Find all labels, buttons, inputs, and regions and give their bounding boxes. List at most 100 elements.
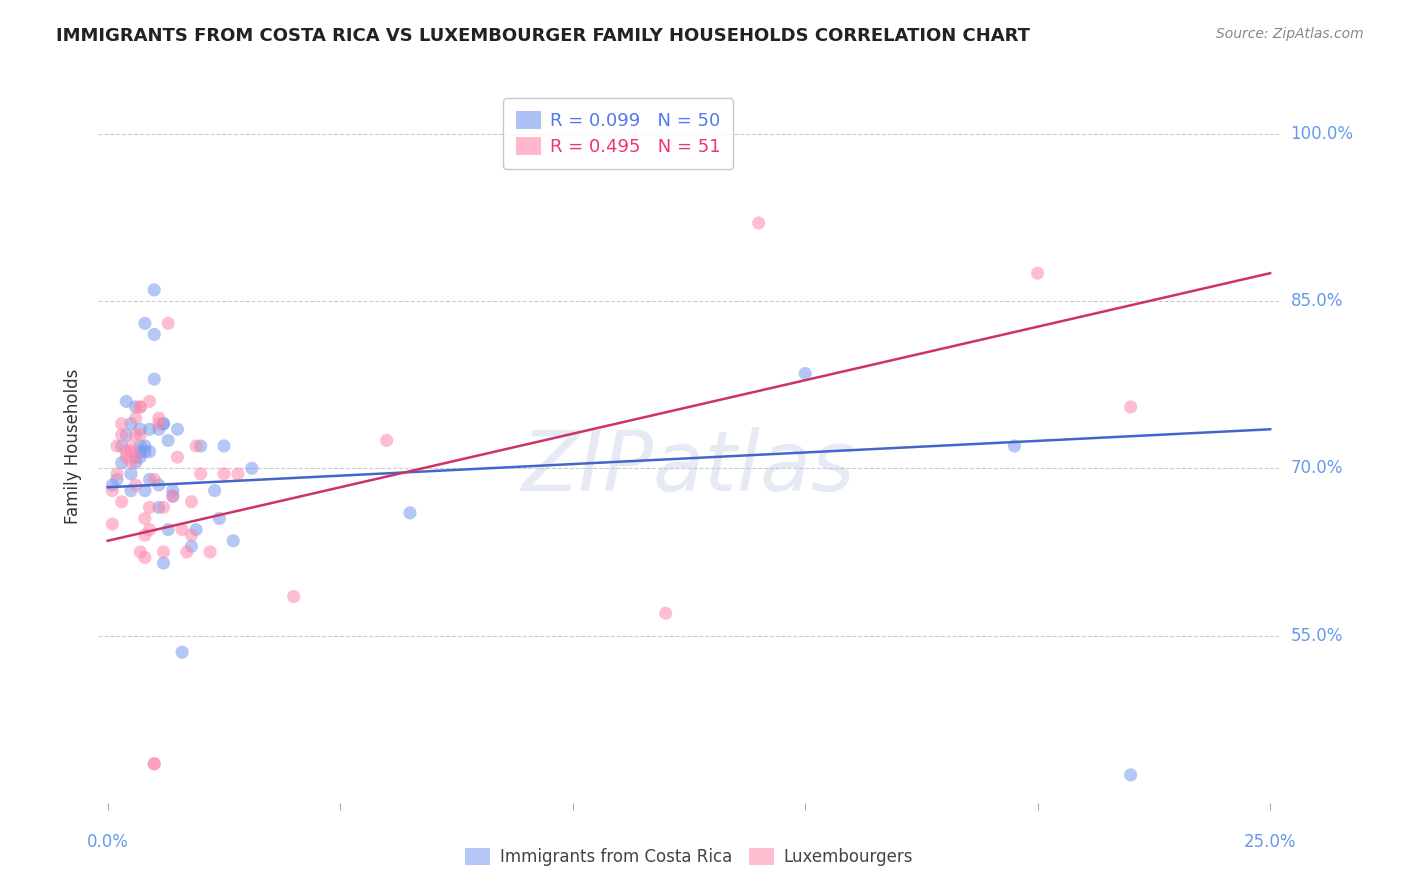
Point [120,444,142,458]
Point [124,478,146,492]
Point [172,645,194,659]
Point [134,511,156,525]
Point [794,367,817,381]
Point [129,422,152,436]
Point [124,411,146,425]
Point [134,439,156,453]
Point [152,417,174,431]
Point [180,539,202,553]
Point [283,590,305,604]
Point [105,467,128,481]
Text: 85.0%: 85.0% [1291,292,1343,310]
Point [162,483,184,498]
Point [138,523,160,537]
Point [748,216,770,230]
Point [180,528,202,542]
Point [101,517,124,532]
Point [101,478,124,492]
Point [212,467,235,481]
Point [129,444,152,458]
Point [152,500,174,515]
Point [120,417,142,431]
Point [148,417,170,431]
Point [129,428,152,442]
Point [105,439,128,453]
Point [1119,400,1142,414]
Y-axis label: Family Households: Family Households [65,368,83,524]
Point [138,422,160,436]
Text: Source: ZipAtlas.com: Source: ZipAtlas.com [1216,27,1364,41]
Point [124,450,146,465]
Point [138,500,160,515]
Point [120,456,142,470]
Point [111,439,134,453]
Point [134,528,156,542]
Text: 25.0%: 25.0% [1244,833,1296,851]
Point [129,400,152,414]
Point [143,327,166,342]
Point [138,473,160,487]
Point [190,467,212,481]
Point [222,533,245,548]
Point [115,428,138,442]
Point [111,428,134,442]
Point [148,500,170,515]
Point [143,756,166,771]
Point [120,467,142,481]
Point [399,506,422,520]
Point [134,317,156,331]
Point [129,545,152,559]
Point [143,372,166,386]
Point [226,467,249,481]
Point [134,483,156,498]
Point [115,450,138,465]
Point [162,489,184,503]
Text: ZIPatlas: ZIPatlas [522,427,856,508]
Point [157,317,180,331]
Point [654,607,676,621]
Point [134,444,156,458]
Point [134,550,156,565]
Point [143,283,166,297]
Point [111,417,134,431]
Point [129,450,152,465]
Point [129,400,152,414]
Legend: Immigrants from Costa Rica, Luxembourgers: Immigrants from Costa Rica, Luxembourger… [458,841,920,873]
Point [138,444,160,458]
Point [148,422,170,436]
Point [148,411,170,425]
Point [124,450,146,465]
Point [208,511,231,525]
Point [115,394,138,409]
Point [152,417,174,431]
Point [166,450,188,465]
Point [375,434,398,448]
Text: 70.0%: 70.0% [1291,459,1343,477]
Point [198,545,221,559]
Point [166,422,188,436]
Point [184,439,207,453]
Point [115,444,138,458]
Point [176,545,198,559]
Point [120,439,142,453]
Text: 55.0%: 55.0% [1291,626,1343,645]
Point [157,523,180,537]
Point [143,473,166,487]
Point [1002,439,1025,453]
Point [172,523,194,537]
Point [143,756,166,771]
Point [148,478,170,492]
Point [1119,768,1142,782]
Point [101,483,124,498]
Point [138,394,160,409]
Point [152,556,174,570]
Point [180,494,202,508]
Point [204,483,226,498]
Point [212,439,235,453]
Point [190,439,212,453]
Point [152,545,174,559]
Point [105,473,128,487]
Text: IMMIGRANTS FROM COSTA RICA VS LUXEMBOURGER FAMILY HOUSEHOLDS CORRELATION CHART: IMMIGRANTS FROM COSTA RICA VS LUXEMBOURG… [56,27,1031,45]
Point [162,489,184,503]
Point [157,434,180,448]
